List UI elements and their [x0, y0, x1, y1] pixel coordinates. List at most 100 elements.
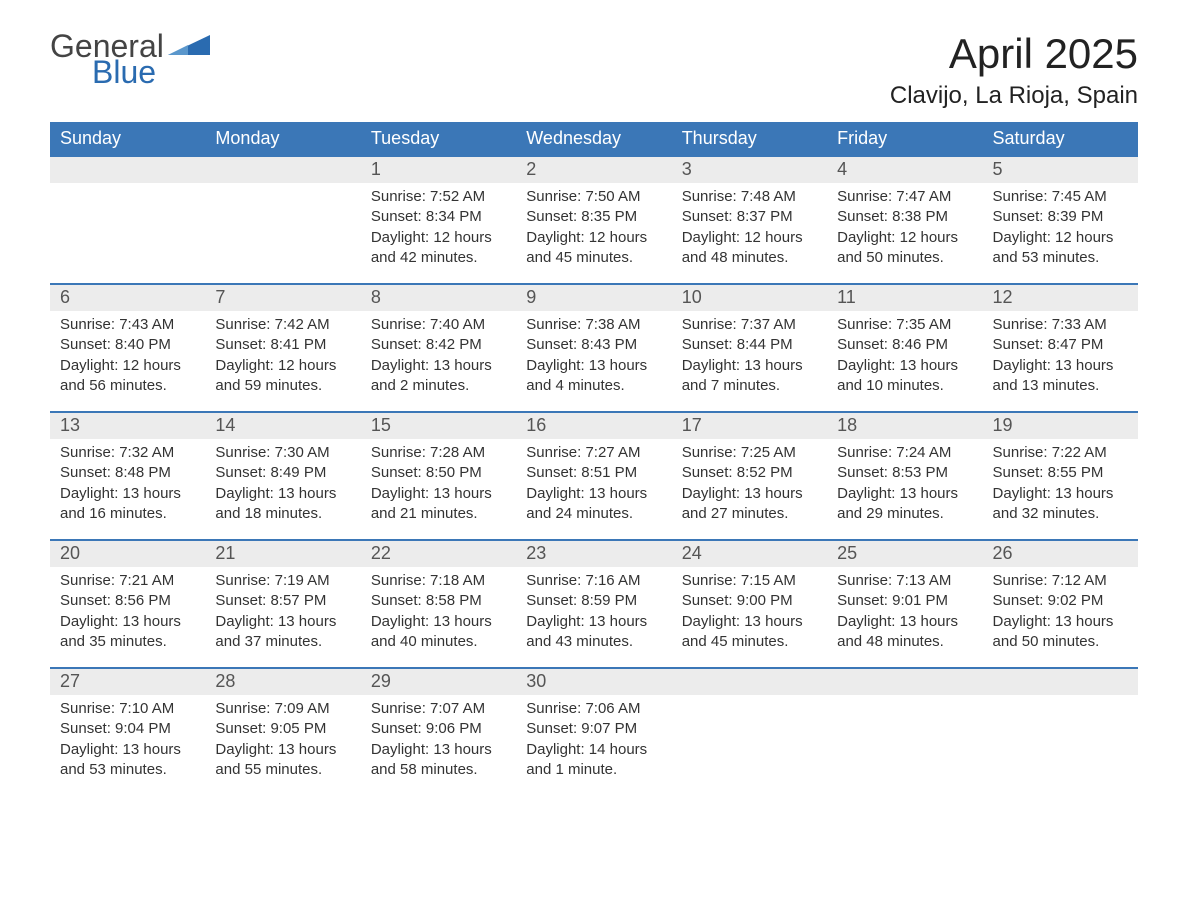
sunrise-text: Sunrise: 7:48 AM	[682, 187, 817, 207]
daylight-text: Daylight: 12 hours and 56 minutes.	[60, 356, 195, 397]
day-details: Sunrise: 7:43 AMSunset: 8:40 PMDaylight:…	[50, 311, 205, 406]
sunset-text: Sunset: 8:43 PM	[526, 335, 661, 355]
day-details: Sunrise: 7:15 AMSunset: 9:00 PMDaylight:…	[672, 567, 827, 662]
day-number: 28	[205, 669, 360, 695]
sunset-text: Sunset: 8:47 PM	[993, 335, 1128, 355]
sunset-text: Sunset: 8:40 PM	[60, 335, 195, 355]
calendar-cell: 18Sunrise: 7:24 AMSunset: 8:53 PMDayligh…	[827, 412, 982, 540]
sunset-text: Sunset: 9:06 PM	[371, 719, 506, 739]
day-details: Sunrise: 7:33 AMSunset: 8:47 PMDaylight:…	[983, 311, 1138, 406]
daylight-text: Daylight: 13 hours and 58 minutes.	[371, 740, 506, 781]
weekday-header: Monday	[205, 122, 360, 156]
sunrise-text: Sunrise: 7:42 AM	[215, 315, 350, 335]
day-number: 14	[205, 413, 360, 439]
calendar-cell: 25Sunrise: 7:13 AMSunset: 9:01 PMDayligh…	[827, 540, 982, 668]
daylight-text: Daylight: 13 hours and 18 minutes.	[215, 484, 350, 525]
sunrise-text: Sunrise: 7:22 AM	[993, 443, 1128, 463]
daylight-text: Daylight: 12 hours and 42 minutes.	[371, 228, 506, 269]
day-number: 8	[361, 285, 516, 311]
day-details: Sunrise: 7:25 AMSunset: 8:52 PMDaylight:…	[672, 439, 827, 534]
calendar-cell: 8Sunrise: 7:40 AMSunset: 8:42 PMDaylight…	[361, 284, 516, 412]
logo-word2: Blue	[92, 56, 210, 88]
sunset-text: Sunset: 9:00 PM	[682, 591, 817, 611]
sunset-text: Sunset: 8:55 PM	[993, 463, 1128, 483]
day-details: Sunrise: 7:38 AMSunset: 8:43 PMDaylight:…	[516, 311, 671, 406]
sunrise-text: Sunrise: 7:15 AM	[682, 571, 817, 591]
day-details: Sunrise: 7:12 AMSunset: 9:02 PMDaylight:…	[983, 567, 1138, 662]
sunset-text: Sunset: 8:38 PM	[837, 207, 972, 227]
day-number: 20	[50, 541, 205, 567]
day-number: 2	[516, 157, 671, 183]
calendar-cell: 17Sunrise: 7:25 AMSunset: 8:52 PMDayligh…	[672, 412, 827, 540]
day-number: 5	[983, 157, 1138, 183]
sunrise-text: Sunrise: 7:06 AM	[526, 699, 661, 719]
daylight-text: Daylight: 13 hours and 21 minutes.	[371, 484, 506, 525]
day-number: 10	[672, 285, 827, 311]
sunrise-text: Sunrise: 7:12 AM	[993, 571, 1128, 591]
calendar-cell: 9Sunrise: 7:38 AMSunset: 8:43 PMDaylight…	[516, 284, 671, 412]
sunrise-text: Sunrise: 7:35 AM	[837, 315, 972, 335]
day-number: 26	[983, 541, 1138, 567]
day-number: 11	[827, 285, 982, 311]
sunset-text: Sunset: 8:37 PM	[682, 207, 817, 227]
weekday-header-row: Sunday Monday Tuesday Wednesday Thursday…	[50, 122, 1138, 156]
daylight-text: Daylight: 13 hours and 45 minutes.	[682, 612, 817, 653]
sunrise-text: Sunrise: 7:40 AM	[371, 315, 506, 335]
daylight-text: Daylight: 12 hours and 50 minutes.	[837, 228, 972, 269]
daylight-text: Daylight: 14 hours and 1 minute.	[526, 740, 661, 781]
day-details: Sunrise: 7:13 AMSunset: 9:01 PMDaylight:…	[827, 567, 982, 662]
calendar-cell: 2Sunrise: 7:50 AMSunset: 8:35 PMDaylight…	[516, 156, 671, 284]
calendar-week-row: 20Sunrise: 7:21 AMSunset: 8:56 PMDayligh…	[50, 540, 1138, 668]
calendar-cell: 3Sunrise: 7:48 AMSunset: 8:37 PMDaylight…	[672, 156, 827, 284]
calendar-cell: 7 Sunrise: 7:42 AMSunset: 8:41 PMDaylight…	[205, 284, 360, 412]
sunset-text: Sunset: 9:02 PM	[993, 591, 1128, 611]
calendar-cell	[827, 668, 982, 796]
calendar-cell: 1Sunrise: 7:52 AMSunset: 8:34 PMDaylight…	[361, 156, 516, 284]
sunset-text: Sunset: 8:52 PM	[682, 463, 817, 483]
daylight-text: Daylight: 12 hours and 48 minutes.	[682, 228, 817, 269]
sunrise-text: Sunrise: 7:07 AM	[371, 699, 506, 719]
day-number	[827, 669, 982, 695]
sunrise-text: Sunrise: 7:43 AM	[60, 315, 195, 335]
daylight-text: Daylight: 13 hours and 37 minutes.	[215, 612, 350, 653]
day-number: 18	[827, 413, 982, 439]
calendar-cell: 15Sunrise: 7:28 AMSunset: 8:50 PMDayligh…	[361, 412, 516, 540]
calendar-cell: 14Sunrise: 7:30 AMSunset: 8:49 PMDayligh…	[205, 412, 360, 540]
daylight-text: Daylight: 13 hours and 16 minutes.	[60, 484, 195, 525]
sunrise-text: Sunrise: 7:09 AM	[215, 699, 350, 719]
weekday-header: Sunday	[50, 122, 205, 156]
calendar-cell: 23Sunrise: 7:16 AMSunset: 8:59 PMDayligh…	[516, 540, 671, 668]
sunrise-text: Sunrise: 7:37 AM	[682, 315, 817, 335]
daylight-text: Daylight: 13 hours and 2 minutes.	[371, 356, 506, 397]
sunset-text: Sunset: 8:34 PM	[371, 207, 506, 227]
calendar-cell: 13Sunrise: 7:32 AMSunset: 8:48 PMDayligh…	[50, 412, 205, 540]
calendar-cell: 26Sunrise: 7:12 AMSunset: 9:02 PMDayligh…	[983, 540, 1138, 668]
daylight-text: Daylight: 13 hours and 10 minutes.	[837, 356, 972, 397]
sunrise-text: Sunrise: 7:18 AM	[371, 571, 506, 591]
calendar-cell: 16Sunrise: 7:27 AMSunset: 8:51 PMDayligh…	[516, 412, 671, 540]
sunrise-text: Sunrise: 7:16 AM	[526, 571, 661, 591]
sunrise-text: Sunrise: 7:21 AM	[60, 571, 195, 591]
sunrise-text: Sunrise: 7:50 AM	[526, 187, 661, 207]
sunrise-text: Sunrise: 7:30 AM	[215, 443, 350, 463]
daylight-text: Daylight: 12 hours and 59 minutes.	[215, 356, 350, 397]
weekday-header: Thursday	[672, 122, 827, 156]
calendar-cell: 20Sunrise: 7:21 AMSunset: 8:56 PMDayligh…	[50, 540, 205, 668]
sunrise-text: Sunrise: 7:25 AM	[682, 443, 817, 463]
sunset-text: Sunset: 8:41 PM	[215, 335, 350, 355]
daylight-text: Daylight: 13 hours and 24 minutes.	[526, 484, 661, 525]
sunrise-text: Sunrise: 7:28 AM	[371, 443, 506, 463]
calendar-week-row: 1Sunrise: 7:52 AMSunset: 8:34 PMDaylight…	[50, 156, 1138, 284]
calendar-week-row: 6Sunrise: 7:43 AMSunset: 8:40 PMDaylight…	[50, 284, 1138, 412]
day-number: 25	[827, 541, 982, 567]
day-details: Sunrise: 7:30 AMSunset: 8:49 PMDaylight:…	[205, 439, 360, 534]
calendar-cell: 19Sunrise: 7:22 AMSunset: 8:55 PMDayligh…	[983, 412, 1138, 540]
day-details: Sunrise: 7:47 AMSunset: 8:38 PMDaylight:…	[827, 183, 982, 278]
daylight-text: Daylight: 13 hours and 53 minutes.	[60, 740, 195, 781]
day-number: 7	[205, 285, 360, 311]
day-number: 12	[983, 285, 1138, 311]
calendar-cell: 22Sunrise: 7:18 AMSunset: 8:58 PMDayligh…	[361, 540, 516, 668]
day-details: Sunrise: 7:22 AMSunset: 8:55 PMDaylight:…	[983, 439, 1138, 534]
day-number	[983, 669, 1138, 695]
day-number: 15	[361, 413, 516, 439]
